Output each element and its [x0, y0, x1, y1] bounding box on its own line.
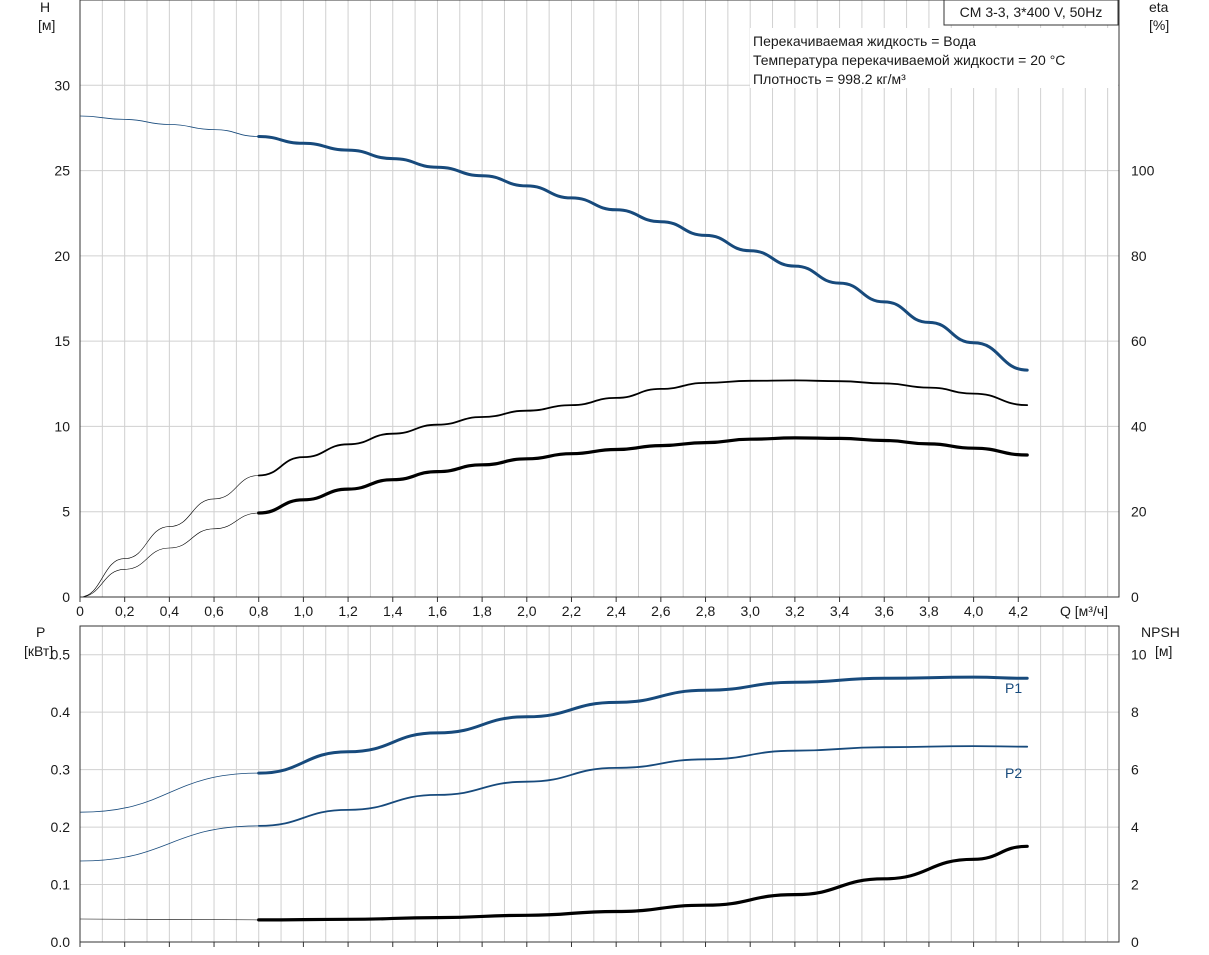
- npsh-tick-label: 2: [1131, 877, 1139, 893]
- eta-tick-label: 20: [1131, 504, 1147, 520]
- p-tick-label: 0.2: [51, 819, 71, 835]
- head-efficiency-curve-0-line: [257, 135, 1029, 372]
- h-tick-label: 15: [54, 333, 70, 349]
- npsh-tick-label: 4: [1131, 819, 1139, 835]
- q-tick-label: 0: [76, 603, 84, 619]
- eta-axis-label: eta: [1149, 0, 1169, 15]
- q-tick-label: 0,2: [115, 603, 135, 619]
- q-tick-label: 2,0: [517, 603, 537, 619]
- bottom-series: [79, 675, 1029, 922]
- h-tick-label: 20: [54, 248, 70, 264]
- npsh-tick-label: 0: [1131, 934, 1139, 950]
- bottom-plot-frame: [79, 625, 1120, 943]
- q-tick-label: 1,8: [472, 603, 492, 619]
- top-plot-frame: [79, 0, 1120, 598]
- bottom-grid: [80, 626, 1119, 942]
- q-tick-label: 1,6: [428, 603, 448, 619]
- q-tick-label: 3,4: [830, 603, 850, 619]
- top-panel: 0 5 10 15 20 25 30 0 20 40 60 80 100 0 0,2 0,4 0,6 0,8 1,0…: [38, 0, 1169, 619]
- power-npsh-curve-2-line: [257, 844, 1029, 922]
- q-tick-label: 1,4: [383, 603, 403, 619]
- power-npsh-curve-2-extrapolated-line: [79, 918, 259, 921]
- q-tick-label: 0,4: [160, 603, 180, 619]
- head-efficiency-curve-0-extrapolated-line: [79, 115, 259, 137]
- q-tick-label: 0,6: [204, 603, 224, 619]
- q-tick-label: 2,4: [606, 603, 626, 619]
- info-liquid: Перекачиваемая жидкость = Вода: [753, 33, 976, 49]
- q-tick-label: 4,0: [964, 603, 984, 619]
- q-tick-label: 3,8: [919, 603, 939, 619]
- h-tick-label: 25: [54, 163, 70, 179]
- q-tick-label: 1,2: [338, 603, 358, 619]
- eta-tick-label: 40: [1131, 418, 1147, 434]
- power-npsh-p1-line: [257, 675, 1029, 775]
- p-tick-label: 0.0: [51, 934, 71, 950]
- power-npsh-p2-line: [257, 745, 1029, 827]
- q-tick-label: 2,8: [696, 603, 716, 619]
- q-axis-label: Q [м³/ч]: [1060, 603, 1108, 619]
- p2-series-label: P2: [1005, 765, 1022, 781]
- q-tick-label: 3,0: [740, 603, 760, 619]
- h-axis-label: H: [40, 0, 50, 15]
- eta-axis-unit: [%]: [1149, 17, 1169, 33]
- power-npsh-p1-extrapolated-line: [79, 772, 259, 813]
- h-tick-label: 30: [54, 77, 70, 93]
- npsh-axis-unit: [м]: [1155, 643, 1172, 659]
- info-box: [750, 28, 1118, 88]
- bottom-panel: 0.0 0.1 0.2 0.3 0.4 0.5 0 2 4 6 8 10 P [кВт] NPSH […: [24, 624, 1180, 950]
- q-tick-label: 0,8: [249, 603, 269, 619]
- p-axis-unit: [кВт]: [24, 643, 53, 659]
- p-tick-label: 0.4: [51, 704, 71, 720]
- model-label-box: [943, 0, 1119, 26]
- h-axis-unit: [м]: [38, 17, 55, 33]
- npsh-tick-label: 6: [1131, 762, 1139, 778]
- p-tick-label: 0.5: [51, 647, 71, 663]
- npsh-tick-label: 10: [1131, 647, 1147, 663]
- p-tick-label: 0.1: [51, 877, 71, 893]
- info-temperature: Температура перекачиваемой жидкости = 20…: [753, 52, 1065, 68]
- top-tick-labels: 0 5 10 15 20 25 30 0 20 40 60 80 100 0 0,2 0,4 0,6 0,8 1,0…: [54, 77, 1154, 619]
- p-axis-label: P: [36, 624, 45, 640]
- head-efficiency-curve-2-line: [257, 436, 1029, 515]
- top-series: [79, 115, 1029, 598]
- head-efficiency-curve-2-extrapolated-line: [79, 512, 259, 598]
- eta-tick-label: 0: [1131, 589, 1139, 605]
- eta-tick-label: 60: [1131, 333, 1147, 349]
- eta-tick-label: 100: [1131, 163, 1155, 179]
- bottom-tick-labels: 0.0 0.1 0.2 0.3 0.4 0.5 0 2 4 6 8 10: [51, 647, 1147, 950]
- p1-series-label: P1: [1005, 680, 1022, 696]
- q-tick-label: 1,0: [294, 603, 314, 619]
- npsh-axis-label: NPSH: [1141, 624, 1180, 640]
- h-tick-label: 0: [62, 589, 70, 605]
- q-tick-label: 2,2: [562, 603, 582, 619]
- h-tick-label: 5: [62, 504, 70, 520]
- top-grid: [80, 0, 1119, 597]
- head-efficiency-curve-1-extrapolated-line: [79, 475, 259, 598]
- info-density: Плотность = 998.2 кг/м³: [753, 71, 906, 87]
- head-efficiency-curve-1-line: [257, 379, 1029, 477]
- model-label: CM 3-3, 3*400 V, 50Hz: [960, 4, 1103, 20]
- power-npsh-p2-extrapolated-line: [79, 825, 259, 862]
- q-tick-label: 4,2: [1009, 603, 1029, 619]
- q-tick-label: 3,2: [785, 603, 805, 619]
- eta-tick-label: 80: [1131, 248, 1147, 264]
- q-tick-label: 2,6: [651, 603, 671, 619]
- h-tick-label: 10: [54, 418, 70, 434]
- npsh-tick-label: 8: [1131, 704, 1139, 720]
- p-tick-label: 0.3: [51, 762, 71, 778]
- q-tick-label: 3,6: [875, 603, 895, 619]
